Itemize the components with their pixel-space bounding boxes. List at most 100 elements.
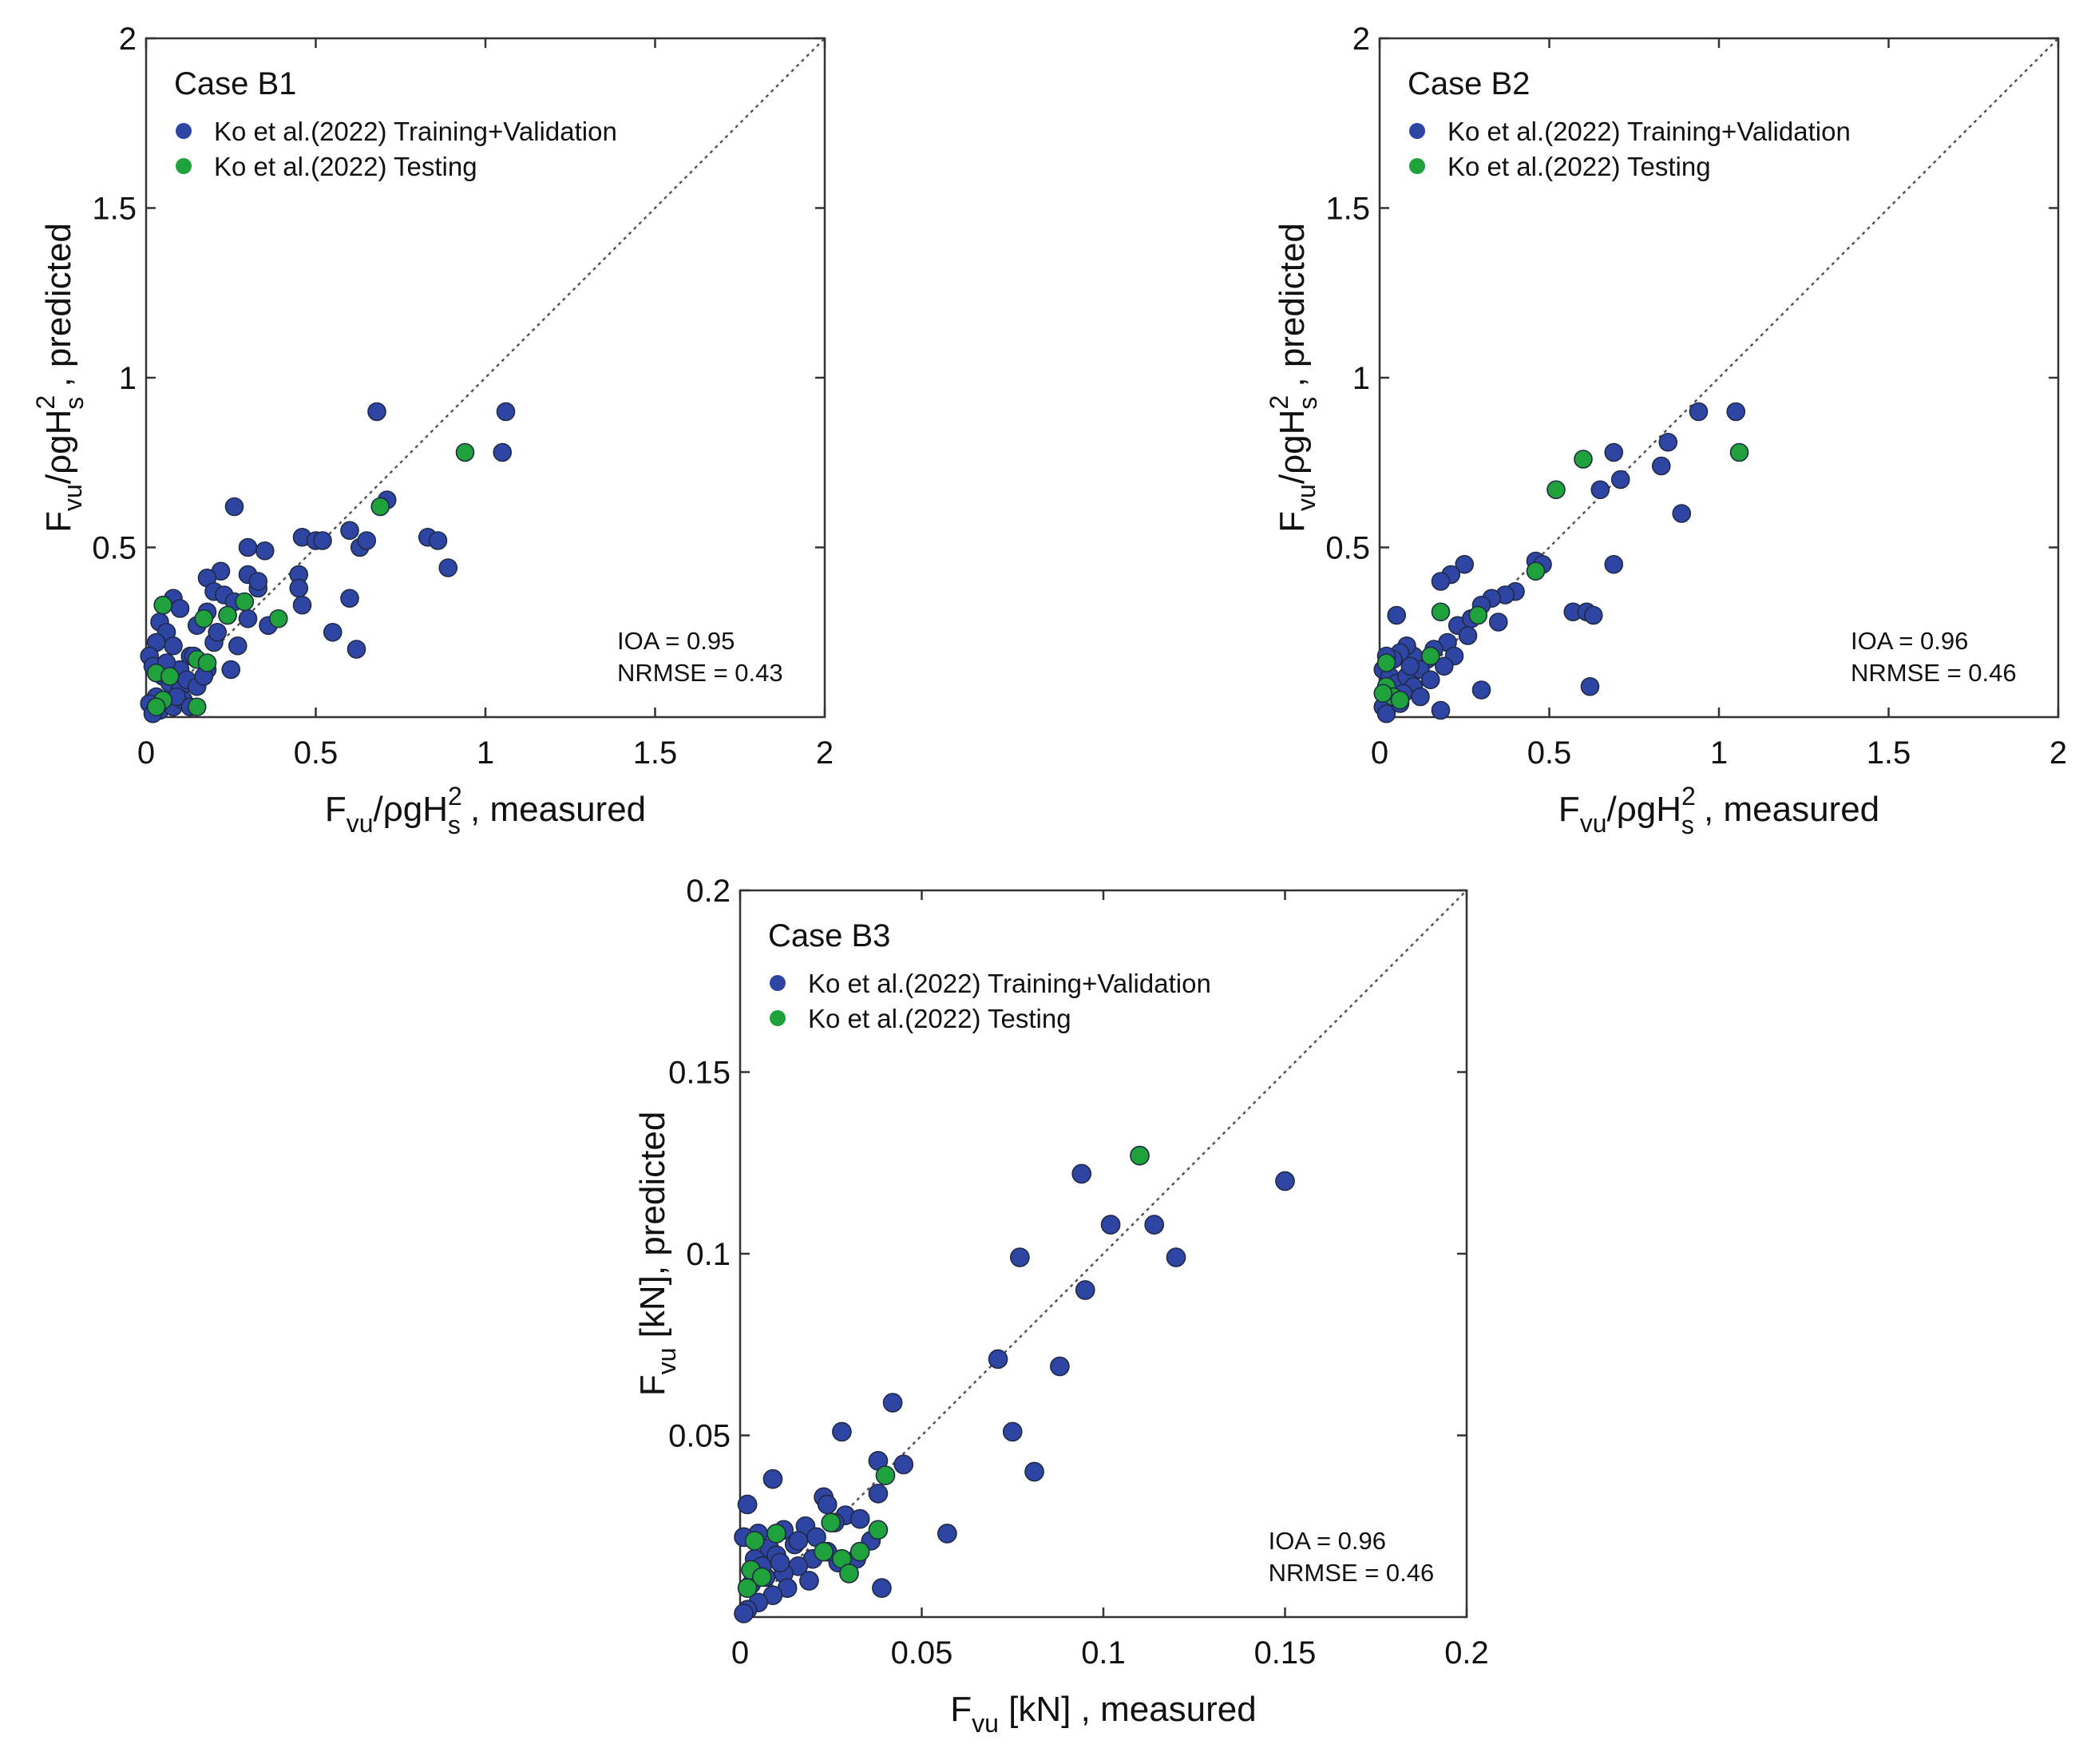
y-label-tail: , predicted [39, 223, 78, 397]
y-label-sub: vu [58, 484, 87, 511]
y-label-mid: [kN], predicted [633, 1112, 672, 1348]
point-training [1376, 704, 1396, 723]
y-tick-label: 0.5 [92, 531, 137, 566]
stat-nrmse: NRMSE = 0.46 [1851, 659, 2017, 687]
x-axis-label: Fvu/ρgH2 s , measured [1558, 782, 1879, 839]
stat-nrmse: NRMSE = 0.46 [1269, 1559, 1435, 1587]
y-tick-label: 1.5 [1325, 192, 1370, 227]
x-label-main: F [1558, 790, 1580, 829]
point-training [734, 1603, 754, 1623]
point-testing [370, 497, 390, 517]
y-tick-label: 2 [119, 22, 137, 57]
point-training [1387, 605, 1407, 625]
point-testing [1431, 602, 1451, 622]
point-testing [194, 608, 214, 628]
x-label-sup: 2 [448, 782, 462, 811]
point-testing [737, 1578, 758, 1598]
panel-case-b3: 0 0.05 0.1 0.15 0.2 0.05 0.1 0.15 0.2 Case B3 Ko… [633, 874, 1489, 1738]
point-training [1400, 656, 1420, 676]
y-tick-label: 1 [119, 361, 137, 396]
x-tick-label: 0.2 [1444, 1635, 1489, 1671]
legend-label-training: Ko et al.(2022) Training+Validation [1447, 117, 1851, 146]
x-tick-label: 0.1 [1081, 1635, 1126, 1671]
point-training [1610, 470, 1630, 490]
y-tick-label: 1.5 [92, 192, 137, 227]
point-training [937, 1523, 957, 1544]
x-label-tail: , measured [1694, 790, 1879, 829]
x-label-tail: , measured [461, 790, 646, 829]
legend-marker-training [1409, 123, 1425, 139]
stat-nrmse: NRMSE = 0.43 [617, 659, 783, 687]
one-to-one-line [739, 890, 1467, 1618]
point-testing [455, 442, 475, 462]
point-training [313, 531, 332, 550]
x-tick-label: 2 [816, 735, 834, 771]
point-testing [1130, 1145, 1150, 1166]
point-training [357, 531, 377, 550]
legend-marker-testing [176, 158, 192, 174]
point-training [1590, 480, 1610, 500]
x-axis-label: Fvu [kN] , measured [950, 1690, 1256, 1738]
y-label-sub2: s [1293, 397, 1322, 410]
x-tick-label: 1.5 [1867, 735, 1911, 771]
panel-title: Case B3 [768, 918, 890, 953]
stat-ioa: IOA = 0.96 [1851, 627, 1968, 655]
y-tick-label: 2 [1352, 22, 1370, 57]
x-label-sub2: s [448, 811, 461, 839]
panel-title: Case B1 [174, 66, 296, 101]
x-tick-label: 0.5 [294, 735, 339, 771]
point-training [289, 578, 309, 598]
point-training [224, 497, 244, 517]
legend-label-testing: Ko et al.(2022) Testing [214, 152, 477, 181]
point-training [1658, 432, 1678, 452]
point-training [799, 1571, 819, 1591]
point-training [762, 1469, 783, 1489]
point-training [1580, 676, 1600, 696]
point-training [1024, 1461, 1044, 1482]
legend-label-training: Ko et al.(2022) Training+Validation [214, 117, 617, 146]
point-testing [751, 1567, 772, 1588]
point-training [340, 589, 359, 608]
x-label-sub: vu [347, 809, 374, 838]
point-training [882, 1393, 903, 1413]
y-label-sub2: s [60, 397, 89, 410]
y-tick-label: 0.1 [686, 1237, 731, 1272]
point-testing [1373, 684, 1393, 704]
data-points [734, 1145, 1295, 1623]
point-training [1009, 1247, 1030, 1267]
x-tick-label: 0.05 [891, 1635, 953, 1671]
point-testing [146, 697, 166, 717]
point-testing [766, 1523, 786, 1544]
point-testing [160, 667, 180, 686]
point-training [1071, 1163, 1092, 1184]
point-training [1672, 504, 1692, 523]
one-to-one-line [145, 38, 826, 718]
x-label-mid: [kN] [999, 1690, 1071, 1729]
point-testing [1546, 480, 1566, 500]
point-testing [875, 1465, 896, 1485]
ticks: 0 0.05 0.1 0.15 0.2 0.05 0.1 0.15 0.2 [668, 874, 1489, 1671]
point-testing [1390, 690, 1410, 710]
point-training [1050, 1356, 1070, 1377]
y-label-sub: vu [1292, 484, 1321, 511]
point-training [438, 558, 458, 577]
x-label-mid: /ρgH [374, 790, 449, 829]
panel-case-b2: 0 0.5 1 1.5 2 0.5 1 1.5 2 Case B2 Ko et al.(2022… [1265, 22, 2067, 839]
point-training [1689, 402, 1709, 422]
x-label-sup: 2 [1681, 782, 1696, 811]
y-tick-label: 0.15 [668, 1056, 731, 1091]
point-training [1458, 626, 1478, 645]
point-training [849, 1508, 870, 1529]
point-training [1604, 442, 1624, 462]
point-testing [1376, 653, 1396, 672]
point-training [1726, 402, 1746, 422]
legend-label-testing: Ko et al.(2022) Testing [1447, 152, 1711, 181]
point-training [1411, 687, 1430, 707]
x-label-main: F [950, 1690, 972, 1729]
x-tick-label: 0 [137, 735, 155, 771]
y-label-sup: 2 [31, 395, 60, 410]
x-tick-label: 0 [1371, 735, 1388, 771]
point-training [323, 622, 343, 642]
point-testing [814, 1541, 834, 1562]
